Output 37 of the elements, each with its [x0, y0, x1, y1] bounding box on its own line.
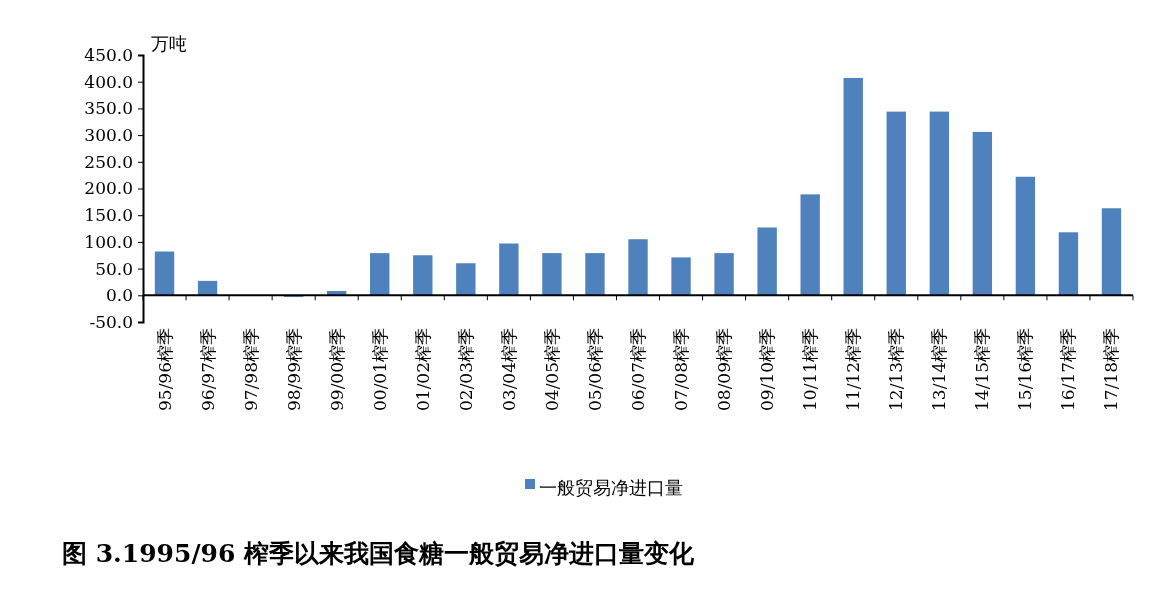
x-tick-label: 99/00榨季 — [326, 328, 347, 411]
y-tick-label: 350.0 — [84, 98, 133, 119]
x-tick-label: 97/98榨季 — [240, 328, 261, 411]
x-tick-label: 01/02榨季 — [412, 328, 433, 411]
y-tick-label: 250.0 — [84, 151, 133, 172]
x-tick-label: 06/07榨季 — [628, 328, 648, 411]
y-tick-label: 200.0 — [84, 178, 133, 199]
y-tick-label: 400.0 — [84, 71, 133, 92]
y-tick-label: 150.0 — [84, 205, 133, 226]
x-tick-label: 12/13榨季 — [886, 328, 907, 411]
y-tick-label: 50.0 — [95, 258, 133, 279]
x-tick-label: 11/12榨季 — [843, 328, 864, 411]
x-tick-label: 09/10榨季 — [757, 328, 778, 411]
y-tick-label: 100.0 — [84, 231, 133, 252]
x-tick-label: 00/01榨季 — [369, 328, 390, 411]
x-tick-label: 13/14榨季 — [929, 328, 950, 411]
y-tick-label: 450.0 — [84, 44, 133, 65]
x-tick-label: 08/09榨季 — [714, 328, 735, 411]
x-tick-label: 96/97榨季 — [197, 328, 218, 411]
x-tick-label: 05/06榨季 — [584, 328, 605, 411]
x-tick-label: 03/04榨季 — [498, 328, 519, 411]
x-tick-label: 10/11榨季 — [800, 328, 821, 411]
x-tick-label: 98/99榨季 — [283, 328, 304, 411]
legend-label: 一般贸易净进口量 — [539, 477, 683, 498]
x-tick-label: 16/17榨季 — [1058, 328, 1079, 411]
caption: 图 3.1995/96 榨季以来我国食糖一般贸易净进口量变化 — [62, 539, 696, 568]
y-tick-label: -50.0 — [89, 311, 133, 332]
x-tick-label: 04/05榨季 — [541, 328, 562, 411]
x-tick-label: 17/18榨季 — [1101, 328, 1122, 411]
y-axis-title: 万吨 — [151, 33, 187, 54]
x-tick-label: 07/08榨季 — [671, 328, 692, 411]
y-tick-label: 0.0 — [105, 285, 133, 306]
x-tick-label: 15/16榨季 — [1015, 328, 1036, 411]
x-tick-label: 95/96榨季 — [154, 328, 175, 411]
x-tick-label: 02/03榨季 — [455, 328, 476, 411]
x-tick-label: 14/15榨季 — [972, 328, 993, 411]
y-tick-label: 300.0 — [84, 125, 133, 146]
